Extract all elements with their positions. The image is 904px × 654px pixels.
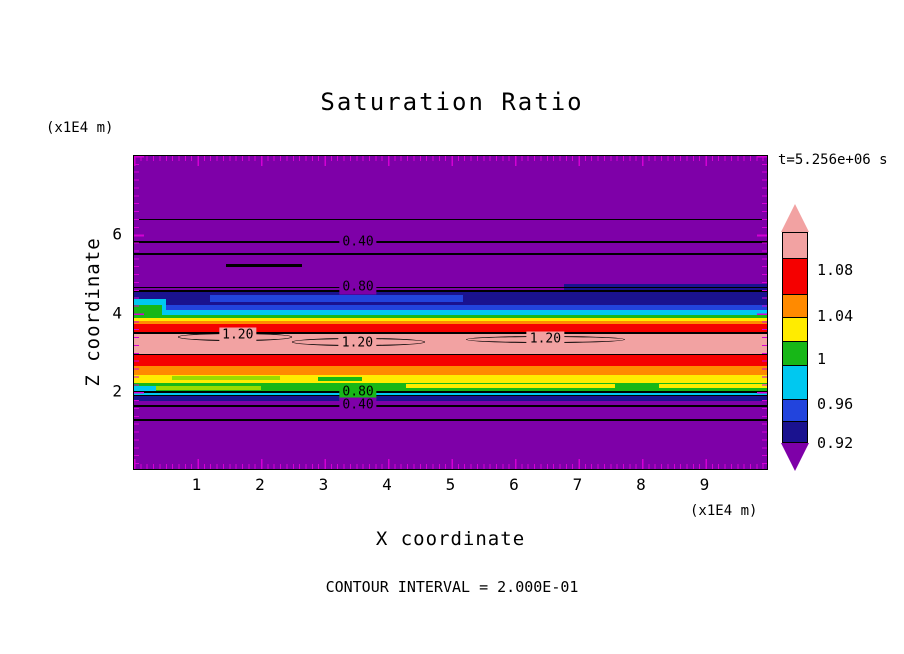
x-tick-label: 9 — [699, 475, 710, 494]
contour-line — [134, 419, 767, 421]
field-band-chartreuse — [171, 375, 280, 380]
field-band-orange — [134, 321, 767, 325]
contour-interval-note: CONTOUR INTERVAL = 2.000E-01 — [325, 578, 579, 596]
contour-label: 0.40 — [339, 234, 377, 250]
contour-line — [134, 290, 767, 292]
x-tick-label: 8 — [636, 475, 646, 494]
contour-line — [134, 286, 767, 289]
field-band-blue — [209, 294, 464, 302]
field-band-green — [317, 377, 362, 382]
field-band-red — [134, 324, 767, 333]
contour-line — [134, 241, 767, 243]
contour-line — [134, 218, 767, 221]
x-tick-label: 1 — [191, 475, 202, 494]
colorbar-segment-cyan — [783, 365, 807, 399]
colorbar-segment-orange — [783, 294, 807, 318]
field-band-blue — [134, 305, 767, 311]
contour-label: 0.80 — [339, 384, 377, 400]
field-band-navy — [134, 394, 767, 402]
colorbar-label: 0.96 — [817, 394, 854, 413]
y-tick-labels: 2 4 6 — [98, 155, 126, 470]
field-band-green — [134, 315, 767, 318]
time-annotation: t=5.256e+06 s — [778, 152, 888, 168]
field-band-cyan — [134, 392, 767, 395]
contour-line — [134, 332, 767, 334]
field-band-cyan — [134, 386, 157, 393]
colorbar-label: 0.92 — [817, 434, 854, 452]
colorbar-segment-navy — [783, 420, 807, 442]
field-band-yellow — [406, 384, 616, 389]
y-tick-label: 2 — [112, 381, 122, 401]
field-band-yellow — [134, 317, 767, 322]
contour-line — [225, 264, 302, 268]
field-band-cyan — [134, 310, 767, 316]
x-tick-labels: 1 2 3 4 5 6 7 8 9 — [133, 475, 768, 497]
x-tick-label: 7 — [572, 475, 583, 494]
colorbar-label: 1 — [817, 349, 827, 368]
x-tick-label: 3 — [318, 475, 329, 494]
field-band-yellow — [659, 383, 767, 388]
y-tick-label: 6 — [112, 224, 122, 244]
colorbar-segment-yellow — [783, 317, 807, 342]
contour-label: 1.20 — [338, 335, 377, 351]
colorbar-arrow-up-icon — [781, 204, 809, 232]
colorbar-arrow-down-icon — [781, 443, 809, 471]
x-tick-label: 5 — [445, 475, 456, 494]
y-axis-unit-label: (x1E4 m) — [46, 120, 114, 136]
contour-line — [134, 253, 767, 255]
x-tick-label: 6 — [509, 475, 519, 494]
x-axis-unit-label: (x1E4 m) — [690, 503, 758, 519]
contour-line — [134, 353, 767, 356]
colorbar-segment-blue — [783, 398, 807, 421]
plot-area: 0.40 0.80 1.20 1.20 1.20 0.80 0.40 — [133, 155, 768, 470]
y-tick-label: 4 — [112, 303, 122, 322]
field-band-cyan — [134, 298, 166, 311]
contour-line — [134, 391, 767, 393]
field-band-purple — [134, 156, 767, 291]
colorbar-segment-red — [783, 257, 807, 295]
x-tick-label: 2 — [255, 475, 265, 494]
x-axis-title: X coordinate — [375, 528, 526, 550]
field-band-purple — [134, 401, 767, 469]
colorbar-label: 1.04 — [817, 307, 854, 326]
colorbar: 1.08 1.04 1 0.96 0.92 — [781, 204, 853, 471]
colorbar-labels: 1.08 1.04 1 0.96 0.92 — [817, 232, 881, 452]
colorbar-segment-green — [783, 341, 807, 366]
colorbar-segment-pink — [783, 233, 807, 258]
contour-label: 1.20 — [526, 331, 565, 347]
field-band-yellow — [134, 374, 767, 383]
contour-line — [134, 394, 767, 397]
field-band-orange — [134, 366, 767, 375]
contour-line — [134, 405, 767, 407]
field-band-red — [134, 354, 767, 367]
contour-label: 0.80 — [339, 279, 377, 295]
contour-label: 1.20 — [219, 327, 257, 343]
colorbar-body — [782, 232, 808, 443]
field-band-green — [134, 304, 163, 317]
field-band-chartreuse — [146, 386, 261, 390]
contour-label: 0.40 — [339, 397, 377, 413]
x-tick-label: 4 — [382, 475, 392, 494]
chart-title: Saturation Ratio — [320, 88, 584, 116]
colorbar-label: 1.08 — [817, 260, 854, 279]
